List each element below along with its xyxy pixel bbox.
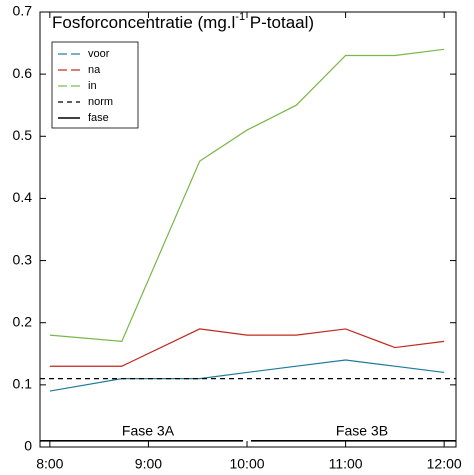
- y-tick-label: 0.7: [13, 3, 33, 19]
- x-tick-label: 12:00: [427, 456, 462, 472]
- y-tick-label: 0.1: [13, 376, 33, 392]
- y-tick-label: 0.6: [13, 65, 33, 81]
- title-sup: -1: [235, 11, 245, 23]
- y-tick-label: 0: [24, 438, 32, 454]
- annotation: Fase 3A: [122, 423, 175, 439]
- y-tick-label: 0.4: [13, 189, 33, 205]
- legend-box: [51, 41, 139, 129]
- plot-frame: [39, 11, 457, 448]
- legend-label: fase: [88, 112, 109, 124]
- y-tick-label: 0.2: [13, 313, 33, 329]
- series-line: [49, 48, 445, 342]
- legend-label: voor: [88, 48, 110, 60]
- series-line: [49, 359, 445, 392]
- x-tick-label: 8:00: [36, 456, 63, 472]
- legend-label: na: [88, 64, 101, 76]
- x-tick-label: 10:00: [229, 456, 264, 472]
- title-main: Fosforconcentratie (mg.l: [52, 13, 235, 32]
- title-end: P-totaal): [245, 13, 314, 32]
- x-tick-label: 9:00: [135, 456, 162, 472]
- y-tick-label: 0.3: [13, 251, 33, 267]
- chart-title: Fosforconcentratie (mg.l-1 P-totaal): [52, 11, 314, 33]
- legend-label: norm: [88, 96, 113, 108]
- y-tick-label: 0.5: [13, 127, 33, 143]
- x-tick-label: 11:00: [329, 456, 363, 472]
- series-line: [49, 328, 445, 367]
- annotation: Fase 3B: [336, 423, 388, 439]
- legend-label: in: [88, 80, 97, 92]
